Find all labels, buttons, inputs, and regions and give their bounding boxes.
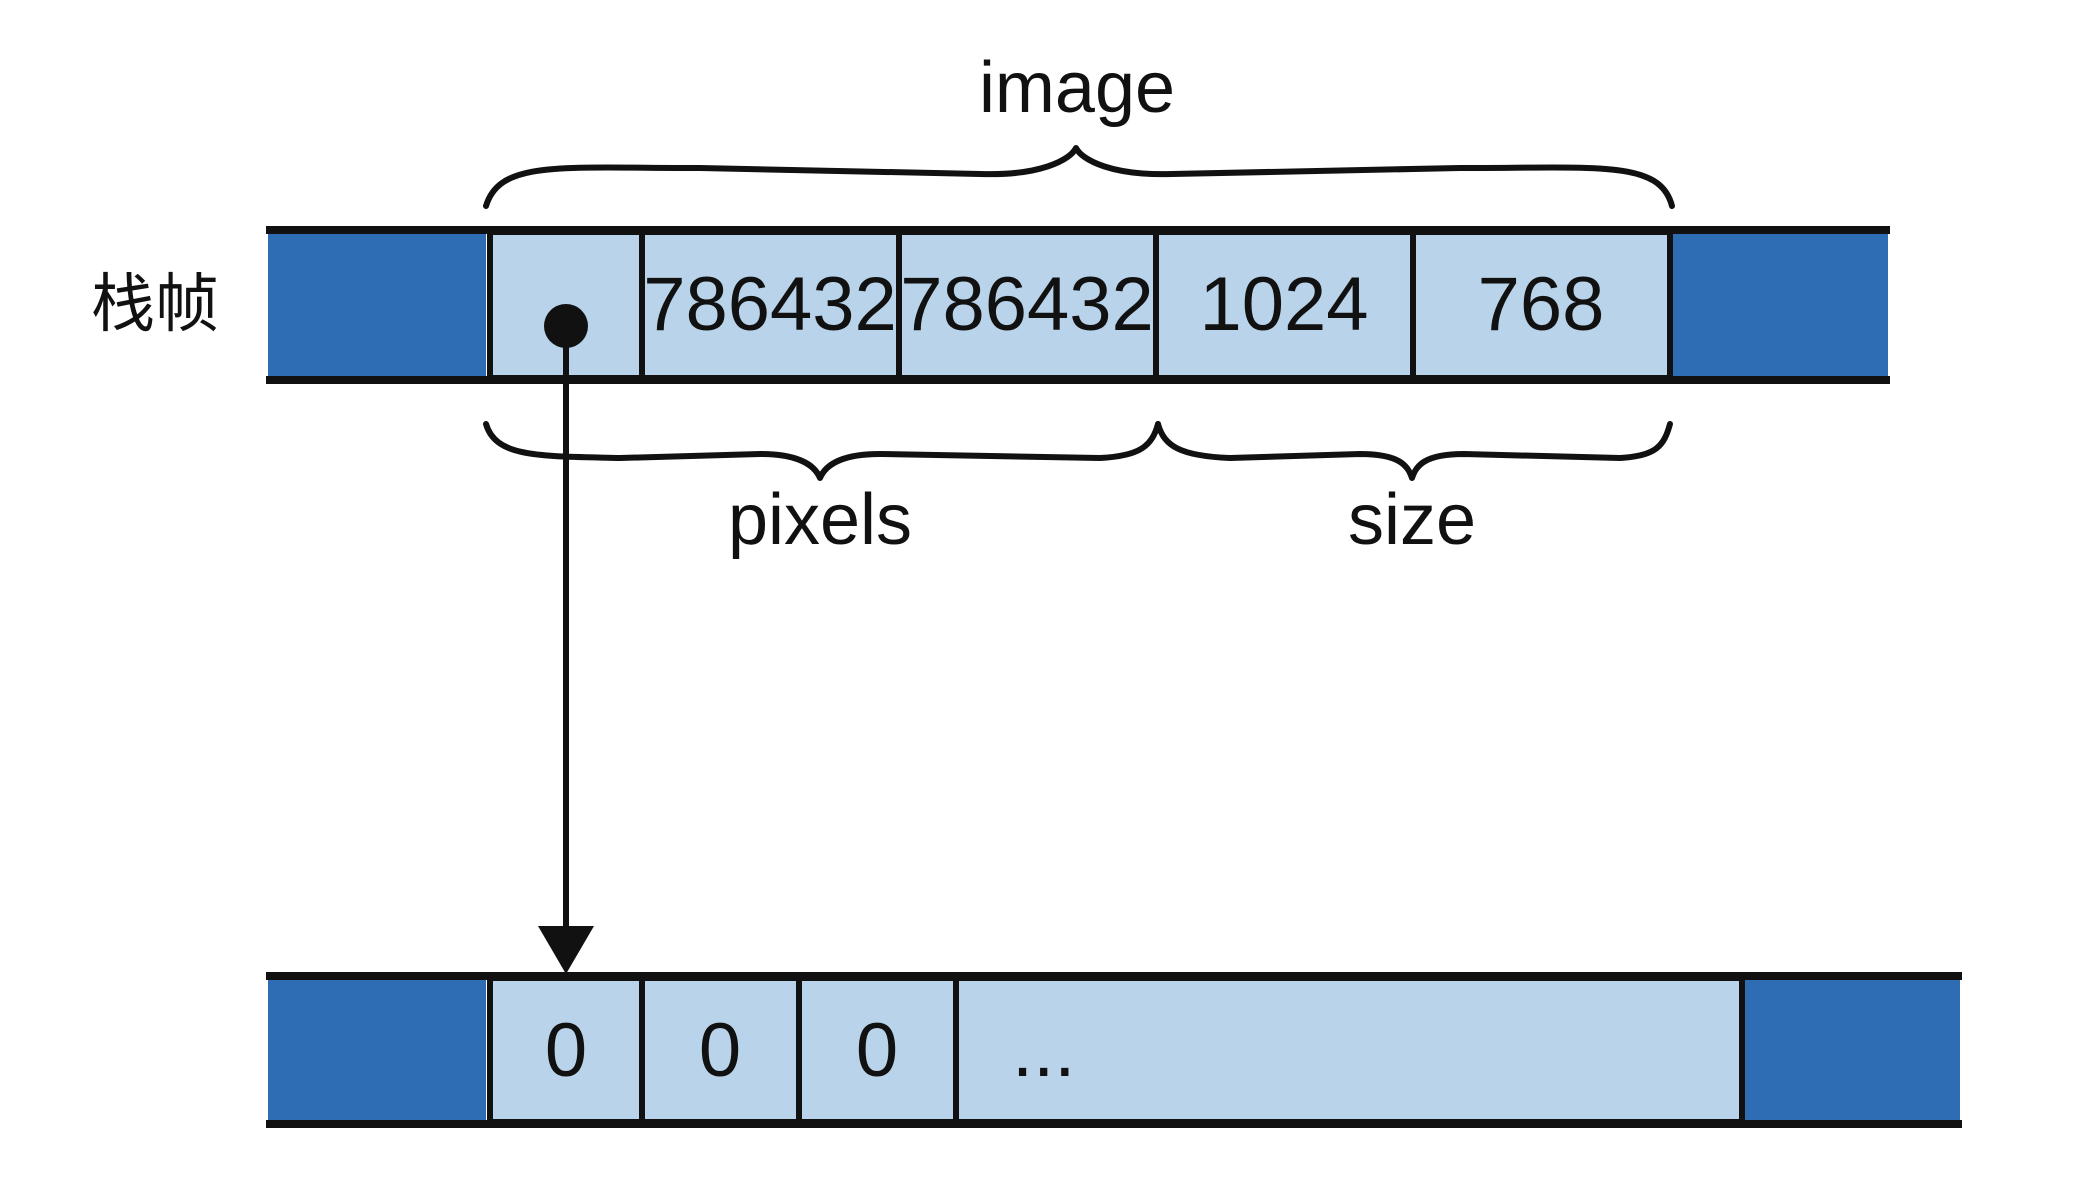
heap-row: 0 0 0 ...	[266, 972, 1962, 1128]
stack-cell-text: 1024	[1199, 262, 1368, 347]
size-brace	[1155, 421, 1673, 481]
heap-cell-text: 0	[856, 1008, 898, 1093]
stack-cell-pixels-len	[639, 229, 902, 381]
pointer-arrowhead	[538, 926, 594, 974]
image-brace	[483, 145, 1675, 209]
pixels-brace-label: pixels	[728, 480, 912, 560]
image-brace-label: image	[979, 48, 1175, 128]
heap-cell-rest	[953, 975, 1745, 1125]
stack-cell-text: 786432	[643, 262, 897, 347]
stack-frame-label: 栈帧	[91, 268, 219, 340]
stack-padding-left	[268, 230, 486, 380]
stack-frame-row: 786432 786432 1024 768	[266, 226, 1890, 384]
stack-cell-text: 786432	[900, 262, 1154, 347]
pointer-arrow	[538, 304, 594, 974]
stack-cell-text: 768	[1478, 262, 1605, 347]
size-brace-label: size	[1348, 480, 1476, 560]
heap-cell-text: 0	[699, 1008, 741, 1093]
heap-padding-left	[268, 976, 486, 1124]
heap-padding-right	[1742, 976, 1960, 1124]
stack-padding-right	[1670, 230, 1888, 380]
heap-cell-text: 0	[545, 1008, 587, 1093]
pixels-brace	[483, 421, 1161, 481]
heap-cell-ellipsis: ...	[1012, 1008, 1075, 1093]
